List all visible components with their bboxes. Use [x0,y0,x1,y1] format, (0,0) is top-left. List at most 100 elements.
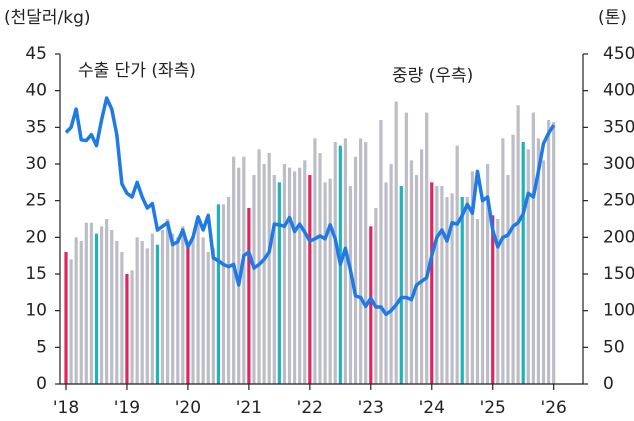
y2-tick-label: 450 [603,44,634,64]
y2-tick-label: 200 [603,227,634,247]
x-tick-label: '26 [541,398,567,418]
bar [394,101,398,385]
bar [206,252,210,384]
bar [211,248,215,384]
x-tick-label: '23 [358,398,384,418]
bar [186,244,190,384]
bar [120,252,124,384]
bar [64,252,68,384]
bar [150,233,154,384]
bar [155,244,160,384]
line-annotation: 수출 단가 (좌측) [78,61,196,81]
bar [69,259,73,384]
y-tick-label: 40 [25,81,47,101]
bar [74,237,78,384]
bar [470,171,474,384]
bar [348,186,353,384]
bar [359,138,363,384]
bar [501,138,505,384]
bar [511,134,515,384]
bar [531,112,535,385]
bar [384,182,388,384]
bar [374,208,378,384]
bar [475,219,480,384]
y2-tick-label: 250 [603,191,634,211]
bar [303,160,307,384]
bar [353,156,358,384]
bar [343,138,347,384]
bar [247,208,251,384]
bar [323,182,327,384]
bar [455,145,459,384]
bar [399,186,403,384]
bar [496,219,500,384]
bar [130,270,134,384]
bar [145,248,149,384]
bar [409,160,414,384]
bar [486,164,490,384]
bar [252,175,256,384]
y-tick-label: 10 [25,301,47,321]
bar [298,167,302,384]
bar [379,120,383,384]
y-tick-label: 20 [25,227,47,247]
bar [450,193,454,384]
bar [506,175,510,384]
bar [414,175,419,384]
y2-tick-label: 350 [603,117,634,137]
bar [257,149,261,384]
y2-tick-label: 100 [603,301,634,321]
bar [171,233,175,384]
bar [196,219,200,384]
x-tick-label: '22 [297,398,323,418]
bar [460,197,464,384]
y-tick-label: 25 [25,191,47,211]
bar [293,171,297,384]
y2-tick-label: 400 [603,81,634,101]
bar [491,215,495,384]
x-tick-label: '21 [236,398,262,418]
bar [160,230,165,384]
y-tick-label: 30 [25,154,47,174]
bar [99,226,104,384]
bar [166,219,170,384]
line [64,96,556,317]
bar [135,237,139,384]
bar [541,160,546,384]
y-tick-label: 35 [25,117,47,137]
bar [79,241,83,384]
bar [425,112,429,385]
bar [404,112,408,385]
bar [125,274,129,384]
y-tick-label: 0 [36,374,47,394]
bar [181,226,185,384]
bar [242,156,246,384]
bar [318,153,322,384]
x-tick-label: '18 [53,398,79,418]
bar [308,175,312,384]
y2-tick-label: 150 [603,264,634,284]
bar [526,149,530,384]
bar [272,175,276,384]
y2-axis-label: (톤) [598,8,627,28]
bar [516,105,520,384]
bar [191,237,195,384]
x-tick-label: '25 [480,398,506,418]
bar [369,226,373,384]
bar [201,237,205,384]
bar [94,233,99,384]
bar [389,164,393,384]
bar [430,182,434,384]
bar [287,167,292,384]
y-axis-label: (천달러/kg) [4,8,91,28]
bar [110,230,114,384]
bar [140,241,144,384]
y2-tick-label: 0 [603,374,614,394]
bar [552,122,556,384]
bar [547,120,551,384]
x-tick-label: '20 [175,398,201,418]
bar [267,153,271,384]
y2-tick-label: 50 [603,337,625,357]
bar [262,164,266,384]
bar-annotation: 중량 (우측) [392,66,473,86]
